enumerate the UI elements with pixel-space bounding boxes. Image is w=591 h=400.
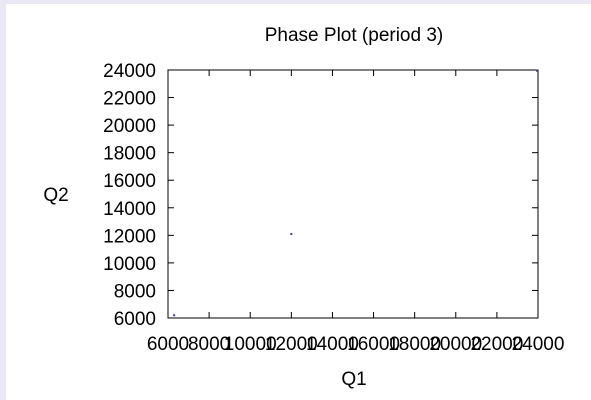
y-tick-label: 14000 — [103, 199, 156, 220]
y-tick-label: 12000 — [103, 226, 156, 247]
data-points — [173, 69, 538, 317]
y-tick-label: 22000 — [103, 89, 156, 110]
x-tick-label: 16000 — [347, 334, 400, 355]
y-tick-label: 16000 — [103, 171, 156, 192]
x-tick-label: 24000 — [512, 334, 565, 355]
x-tick-label: 22000 — [470, 334, 523, 355]
y-tick-label: 10000 — [103, 254, 156, 275]
y-tick-label: 8000 — [114, 281, 156, 302]
y-tick-label: 20000 — [103, 116, 156, 137]
x-tick-label: 18000 — [388, 334, 441, 355]
x-tick-label: 20000 — [429, 334, 482, 355]
y-tick-label: 18000 — [103, 144, 156, 165]
y-tick-labels: 6000 8000 10000 12000 14000 16000 18000 20000 22… — [103, 61, 156, 330]
data-point — [535, 69, 538, 72]
plot-frame — [167, 69, 539, 319]
axis-ticks — [167, 69, 539, 319]
x-tick-label: 14000 — [306, 334, 359, 355]
chart-title: Phase Plot (period 3) — [265, 25, 444, 46]
x-tick-label: 12000 — [265, 334, 318, 355]
x-tick-label: 6000 — [147, 334, 189, 355]
x-tick-label: 10000 — [224, 334, 277, 355]
y-axis-label: Q2 — [43, 185, 68, 206]
data-point — [290, 232, 293, 235]
data-point — [173, 314, 176, 317]
x-axis-label: Q1 — [341, 369, 366, 390]
y-tick-label: 6000 — [114, 309, 156, 330]
y-tick-label: 24000 — [103, 61, 156, 82]
x-tick-label: 8000 — [188, 334, 230, 355]
x-tick-labels: 6000800010000120001400016000180002000022… — [147, 334, 565, 355]
